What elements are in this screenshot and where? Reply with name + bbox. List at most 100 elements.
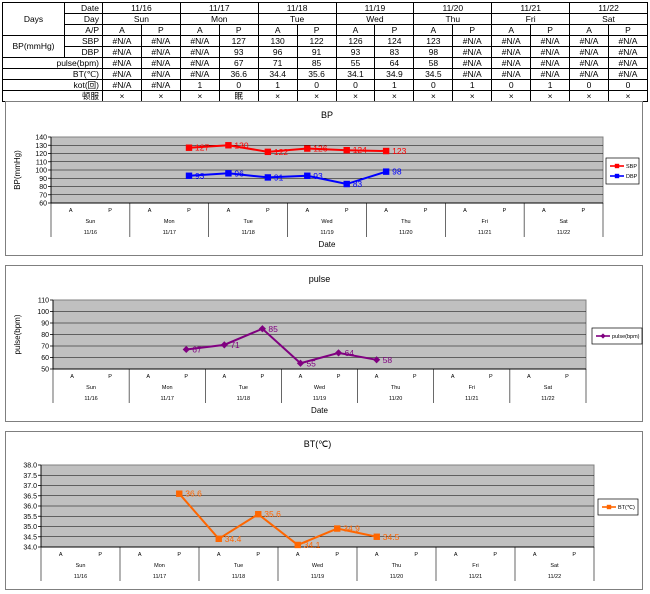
table-cell: #N/A: [530, 57, 571, 69]
date-label-cell: Date: [64, 2, 103, 14]
table-cell: 34.4: [257, 68, 298, 80]
table-cell: 1: [452, 79, 493, 91]
table-cell: 93: [218, 46, 259, 58]
table-header-row: Days Date 11/16 11/17 11/18 11/19 11/20 11/21 11…: [2, 2, 648, 36]
x-tick-label: P: [337, 374, 341, 380]
table-cell: #N/A: [607, 57, 649, 69]
x-date-label: 11/22: [548, 574, 561, 580]
legend-box: [597, 498, 639, 516]
legend-label: BT(℃): [618, 505, 635, 511]
x-tick-label: P: [256, 552, 260, 558]
x-tick-label: P: [184, 374, 188, 380]
legend-box: [591, 327, 643, 345]
x-tick-label: P: [335, 552, 339, 558]
chart-svg: BT(℃) 34.0 34.5 35.0 35.5 36.0 36.5 37.0 37.5 38.…: [23, 439, 639, 581]
x-tick-label: A: [527, 374, 531, 380]
table-cell: #N/A: [140, 35, 181, 47]
x-date-label: 11/22: [557, 230, 570, 236]
date-cell: 11/17: [179, 2, 259, 14]
data-point: [264, 148, 272, 156]
date-cell: 11/16: [102, 2, 181, 14]
x-tick-label: P: [98, 552, 102, 558]
x-date-label: 11/22: [541, 396, 554, 402]
table-cell: #N/A: [569, 57, 609, 69]
table-cell: 眠: [218, 90, 259, 102]
table-cell: 93: [335, 46, 376, 58]
x-day-label: Sat: [559, 219, 568, 225]
x-date-label: 11/17: [163, 230, 176, 236]
y-tick-label: 110: [38, 298, 49, 305]
x-day-label: Wed: [314, 385, 325, 391]
data-label: 34.5: [383, 532, 400, 542]
table-cell: 0: [335, 79, 376, 91]
y-tick-label: 90: [39, 176, 47, 183]
table-cell: ×: [569, 90, 609, 102]
table-cell: ×: [413, 90, 454, 102]
data-point: [225, 142, 232, 149]
table-cell: 1: [530, 79, 571, 91]
x-tick-label: P: [177, 552, 181, 558]
table-row: 顿服 × × × 眠 × × × × × × × × × ×: [2, 90, 649, 102]
ap-cell: P: [140, 24, 181, 36]
table-row: DBP #N/A #N/A #N/A 93 96 91 93 83 98 #N/A #N/A #N/A #…: [3, 46, 649, 58]
table-cell: 35.6: [296, 68, 337, 80]
data-label: 123: [392, 146, 406, 156]
day-cell: Tue: [257, 13, 337, 25]
data-point: [176, 490, 183, 497]
row-label-cell: SBP: [64, 35, 103, 47]
table-cell: #N/A: [607, 46, 649, 58]
date-cell: 11/20: [413, 2, 493, 14]
table-cell: 91: [296, 46, 337, 58]
table-cell: #N/A: [491, 35, 532, 47]
y-tick-label: 60: [39, 201, 47, 208]
date-cell: 11/22: [569, 2, 648, 14]
x-day-label: Mon: [162, 385, 173, 391]
y-axis-label: BP(mmHg): [13, 150, 22, 190]
legend-swatch-marker: [614, 163, 620, 169]
y-tick-label: 130: [35, 143, 47, 150]
data-label: 130: [234, 140, 248, 150]
data-label: 127: [195, 143, 209, 153]
table-row: BT(℃) #N/A #N/A #N/A 36.6 34.4 35.6 34.1 34.9 34.…: [2, 68, 649, 80]
chart-title: pulse: [309, 274, 331, 284]
y-tick-label: 35.5: [23, 514, 37, 521]
x-day-label: Mon: [154, 563, 165, 569]
data-label: 34.1: [304, 540, 321, 550]
data-point: [258, 325, 266, 333]
y-tick-label: 90: [41, 321, 49, 328]
ap-cell: A: [257, 24, 298, 36]
x-tick-label: P: [581, 208, 585, 214]
table-cell: #N/A: [179, 57, 220, 69]
data-point: [373, 356, 381, 364]
table-cell: 0: [218, 79, 259, 91]
day-cell: Sun: [102, 13, 181, 25]
y-tick-label: 100: [35, 168, 47, 175]
data-point: [343, 147, 350, 154]
data-point: [264, 174, 272, 181]
table-cell: #N/A: [491, 57, 532, 69]
table-cell: 34.5: [413, 68, 454, 80]
x-axis-label: Date: [311, 406, 328, 415]
y-tick-label: 50: [41, 367, 49, 374]
data-point: [304, 172, 311, 179]
x-axis-label: Date: [319, 240, 336, 249]
data-label: 55: [306, 358, 316, 368]
chart-title: BP: [321, 110, 333, 120]
table-cell: ×: [491, 90, 532, 102]
legend-label: SBP: [626, 164, 637, 170]
table-cell: #N/A: [140, 79, 181, 91]
data-label: 93: [195, 171, 205, 181]
x-date-label: 11/16: [84, 230, 97, 236]
day-cell: Thu: [413, 13, 493, 25]
x-tick-label: A: [69, 208, 73, 214]
table-cell: 123: [413, 35, 454, 47]
x-date-label: 11/16: [84, 396, 97, 402]
table-cell: ×: [179, 90, 220, 102]
x-date-label: 11/17: [161, 396, 174, 402]
series-line-BT(℃): [178, 493, 377, 547]
ap-cell: P: [218, 24, 259, 36]
table-cell: #N/A: [569, 35, 609, 47]
y-tick-label: 36.0: [23, 504, 37, 511]
y-tick-label: 100: [37, 309, 49, 316]
table-cell: #N/A: [452, 68, 493, 80]
